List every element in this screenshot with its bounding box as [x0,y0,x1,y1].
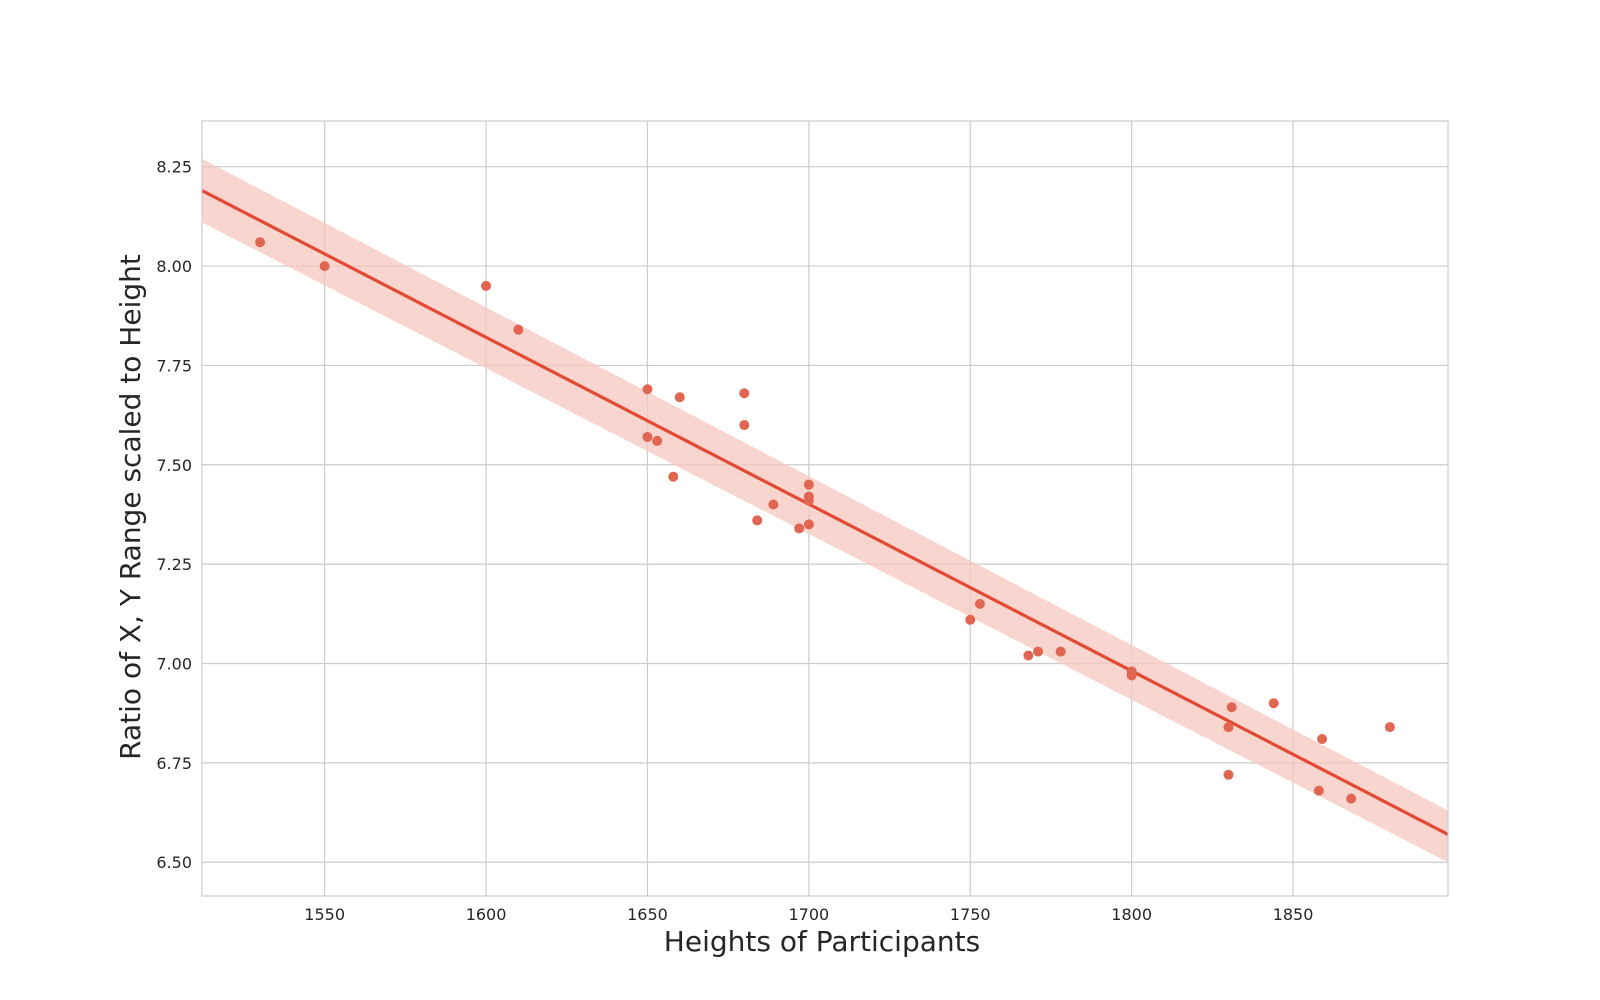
y-tick-label: 7.25 [156,555,192,574]
data-point [513,324,524,335]
data-point [255,237,266,248]
data-point [1268,698,1279,709]
data-point [652,435,663,446]
data-point [1313,785,1324,796]
data-point [642,431,653,442]
y-tick-label: 7.50 [156,456,192,475]
data-point [668,471,679,482]
y-tick-label: 8.00 [156,257,192,276]
x-tick-label: 1550 [304,905,345,924]
data-point [642,384,653,395]
y-tick-label: 6.75 [156,754,192,773]
y-tick-label: 6.50 [156,853,192,872]
y-tick-labels: 6.50 6.75 7.00 7.25 7.50 7.75 8.00 8.25 [156,158,192,873]
data-points [255,237,1395,804]
y-tick-label: 7.75 [156,356,192,375]
regression-line [201,189,1449,836]
data-point [1346,793,1357,804]
ci-band [202,158,1448,863]
x-tick-label: 1600 [466,905,507,924]
data-point [1317,734,1328,745]
data-point [794,523,805,534]
x-tick-label: 1850 [1273,905,1314,924]
data-point [974,598,985,609]
confidence-band [202,158,1448,863]
data-point [319,261,330,272]
x-tick-label: 1650 [627,905,668,924]
grid [202,121,1448,896]
data-point [739,420,750,431]
data-point [803,479,814,490]
data-point [1226,702,1237,713]
y-axis-title: Ratio of X, Y Range scaled to Height [114,254,147,760]
y-tick-label: 7.00 [156,655,192,674]
data-point [752,515,763,526]
plot-frame [201,120,1449,897]
data-point [674,392,685,403]
x-axis-title: Heights of Participants [664,925,980,958]
regression-line-path [201,189,1449,836]
x-tick-labels: 1550 1600 1650 1700 1750 1800 1850 [304,905,1313,924]
data-point [803,519,814,530]
data-point [1223,722,1234,733]
x-tick-label: 1700 [789,905,830,924]
data-point [481,280,492,291]
x-tick-label: 1800 [1111,905,1152,924]
data-point [1384,722,1395,733]
data-point [768,499,779,510]
data-point [739,388,750,399]
x-tick-label: 1750 [950,905,991,924]
data-point [965,614,976,625]
data-point [803,495,814,506]
y-tick-label: 8.25 [156,158,192,177]
data-point [1223,769,1234,780]
data-point [1023,650,1034,661]
data-point [1126,670,1137,681]
data-point [1055,646,1066,657]
data-point [1033,646,1044,657]
